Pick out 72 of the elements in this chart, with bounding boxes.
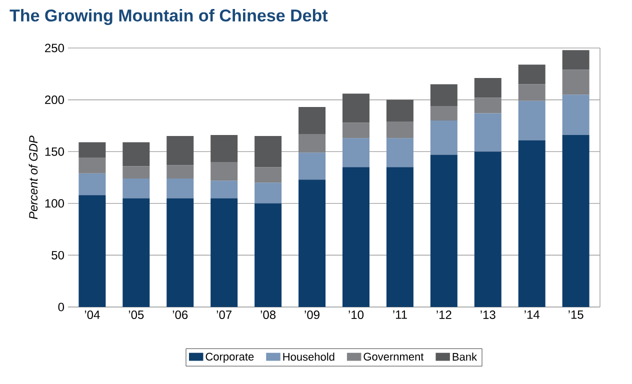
bar — [78, 142, 106, 158]
bar — [342, 94, 370, 123]
legend-label: Bank — [452, 352, 478, 361]
bar — [210, 135, 238, 162]
bar — [298, 152, 326, 180]
bar — [166, 178, 194, 198]
bar — [474, 152, 502, 308]
x-tick-label: ’08 — [260, 310, 276, 320]
bar — [254, 182, 282, 204]
bar — [474, 98, 502, 114]
legend-label: Government — [364, 352, 424, 361]
y-axis-title: Percent of GDP — [28, 136, 38, 220]
bar — [342, 167, 370, 308]
x-tick-label: ’13 — [480, 310, 496, 320]
x-tick-label: ’04 — [84, 310, 100, 320]
bar — [562, 135, 590, 308]
y-tick-label: 150 — [45, 147, 64, 156]
y-tick-label: 0 — [58, 302, 64, 312]
x-tick-label: ’14 — [524, 310, 540, 319]
y-tick-label: 100 — [45, 199, 64, 208]
bar — [210, 180, 238, 198]
bar — [210, 198, 238, 308]
y-tick-label: 200 — [45, 96, 64, 104]
bar — [474, 78, 502, 98]
x-tick-label: ’15 — [568, 310, 584, 319]
bar — [386, 167, 414, 308]
bar — [166, 198, 194, 308]
bar — [122, 198, 150, 308]
bar — [342, 122, 370, 138]
bar — [430, 154, 458, 308]
bar — [166, 165, 194, 179]
bar — [518, 100, 546, 140]
bar — [518, 64, 546, 84]
bar — [562, 94, 590, 136]
x-tick-label: ’06 — [172, 310, 188, 320]
bar — [562, 50, 590, 70]
bar — [122, 178, 150, 198]
bar — [210, 162, 238, 181]
bar — [298, 107, 326, 134]
bar — [518, 140, 546, 308]
bar — [122, 166, 150, 179]
x-tick-label: ’11 — [393, 310, 407, 319]
bar — [430, 106, 458, 121]
bar — [342, 138, 370, 168]
bar — [562, 70, 590, 95]
x-tick-label: ’07 — [216, 310, 232, 320]
bar — [78, 195, 106, 308]
bar — [254, 136, 282, 168]
bar — [298, 134, 326, 153]
legend-label: Corporate — [206, 352, 254, 363]
bar — [474, 113, 502, 152]
legend-label: Household — [283, 352, 334, 361]
y-tick-label: 250 — [45, 44, 64, 52]
x-tick-label: ’05 — [128, 310, 144, 320]
x-tick-label: ’10 — [348, 310, 364, 320]
bar — [386, 138, 414, 168]
bar — [386, 100, 414, 122]
y-tick-label: 50 — [52, 250, 64, 260]
bar — [78, 173, 106, 196]
bar — [166, 136, 194, 166]
bar — [122, 142, 150, 166]
x-tick-label: ’09 — [304, 310, 320, 320]
chart-title: The Growing Mountain of Chinese Debt — [10, 9, 328, 25]
bar — [254, 167, 282, 183]
bar — [518, 84, 546, 101]
bar — [430, 120, 458, 155]
bar — [298, 180, 326, 308]
bar — [386, 122, 414, 138]
bar — [430, 84, 458, 106]
x-tick-label: ’12 — [436, 310, 452, 319]
bar — [254, 203, 282, 308]
bar — [78, 158, 106, 174]
